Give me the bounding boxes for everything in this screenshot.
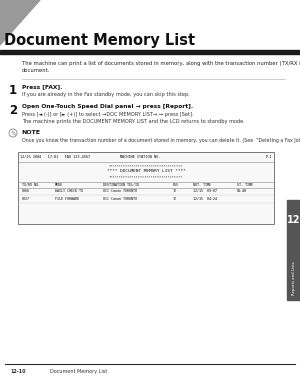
Text: ST. TIME: ST. TIME <box>237 183 253 187</box>
Text: ***********************************: *********************************** <box>109 175 183 179</box>
Text: ***********************************: *********************************** <box>109 164 183 168</box>
Text: 12: 12 <box>172 197 177 201</box>
Text: PGS: PGS <box>172 183 178 187</box>
Text: **** DOCUMENT MEMORY LIST ****: **** DOCUMENT MEMORY LIST **** <box>106 169 185 173</box>
Text: P.1: P.1 <box>266 155 272 159</box>
Text: If you are already in the Fax standby mode, you can skip this step.: If you are already in the Fax standby mo… <box>22 92 190 97</box>
Text: MODE: MODE <box>55 183 63 187</box>
Text: 12: 12 <box>172 189 177 193</box>
Bar <box>18 152 274 224</box>
Text: NOT. TIME: NOT. TIME <box>193 183 211 187</box>
Text: 0037: 0037 <box>22 197 30 201</box>
Text: OCC Canon TORONTO: OCC Canon TORONTO <box>103 189 137 193</box>
Text: 12: 12 <box>287 215 300 225</box>
Text: Press [◄ (-)] or [► (+)] to select →DOC MEMORY LIST→ → press [Set].: Press [◄ (-)] or [► (+)] to select →DOC … <box>22 112 194 117</box>
Text: Document Memory List: Document Memory List <box>4 33 195 48</box>
Text: 01:40: 01:40 <box>237 189 247 193</box>
Text: Press [FAX].: Press [FAX]. <box>22 84 62 89</box>
Text: Reports and Lists: Reports and Lists <box>292 261 295 295</box>
Text: DESTINATION TEL/ID: DESTINATION TEL/ID <box>103 183 140 187</box>
Text: ✎: ✎ <box>10 130 16 136</box>
Text: Once you know the transaction number of a document stored in memory, you can del: Once you know the transaction number of … <box>22 138 300 143</box>
Bar <box>287 200 300 300</box>
Text: 12/15 2004   17:01   FAX 123-4567              MACHINE STATION NO.: 12/15 2004 17:01 FAX 123-4567 MACHINE ST… <box>20 155 160 159</box>
Text: 12/15  04:24: 12/15 04:24 <box>193 197 217 201</box>
Text: The machine prints the DOCUMENT MEMORY LIST and the LCD returns to standby mode.: The machine prints the DOCUMENT MEMORY L… <box>22 119 245 124</box>
Text: Open One-Touch Speed Dial panel → press [Report].: Open One-Touch Speed Dial panel → press … <box>22 104 193 109</box>
Text: TX/RX NO.: TX/RX NO. <box>22 183 40 187</box>
Text: 0066: 0066 <box>22 189 30 193</box>
Text: 1: 1 <box>9 84 17 97</box>
Text: NOTE: NOTE <box>21 130 40 135</box>
Bar <box>0 50 300 54</box>
Text: document.: document. <box>22 68 50 73</box>
Text: 12/15  09:07: 12/15 09:07 <box>193 189 217 193</box>
Text: Document Memory List: Document Memory List <box>50 369 107 374</box>
Text: The machine can print a list of documents stored in memory, along with the trans: The machine can print a list of document… <box>22 61 300 66</box>
Text: FILE FORWARD: FILE FORWARD <box>55 197 79 201</box>
Text: 2: 2 <box>9 104 17 117</box>
Text: OCC Canon TORONTO: OCC Canon TORONTO <box>103 197 137 201</box>
Text: DAILY CHECK TX: DAILY CHECK TX <box>55 189 83 193</box>
Polygon shape <box>0 0 40 45</box>
Text: 12-10: 12-10 <box>10 369 26 374</box>
